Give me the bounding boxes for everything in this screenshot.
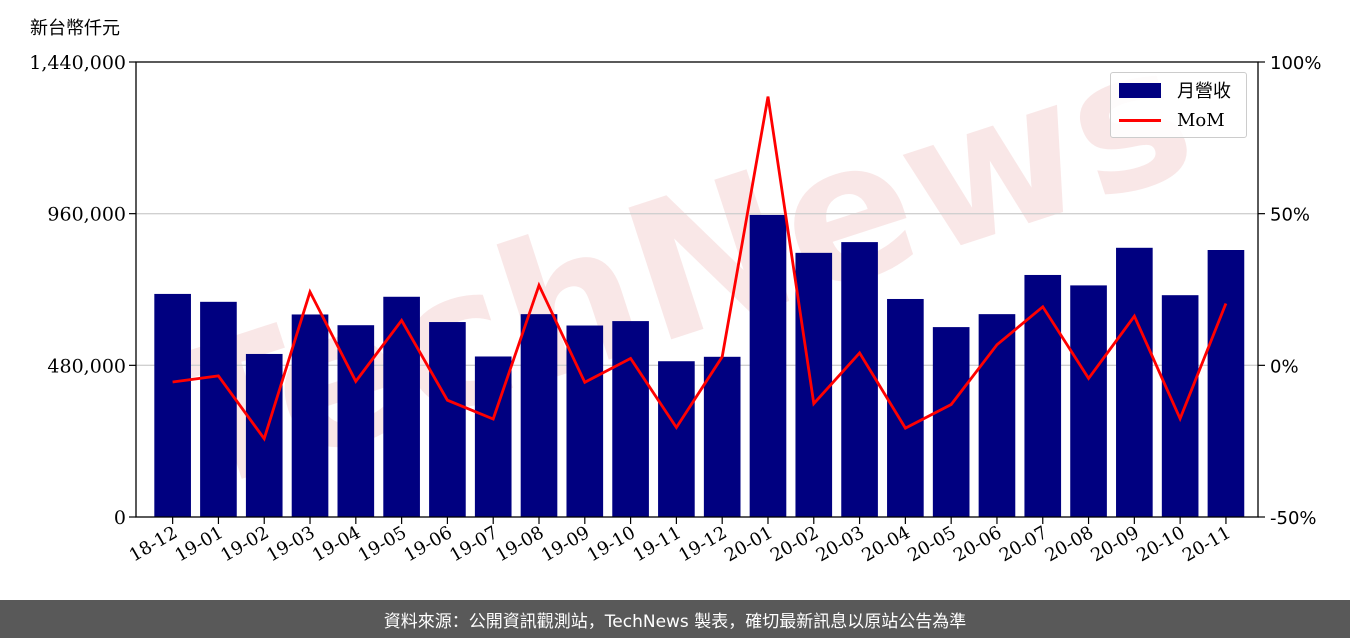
bar-19-11 (658, 361, 695, 517)
right-tick-label: 0% (1270, 356, 1299, 377)
bar-19-06 (429, 322, 466, 517)
bar-19-10 (612, 321, 649, 517)
x-tick-label: 20-04 (858, 522, 913, 566)
bar-20-03 (841, 242, 878, 517)
bar-20-05 (932, 327, 970, 517)
left-tick-label: 960,000 (47, 204, 126, 226)
left-tick-label: 0 (114, 507, 126, 529)
x-tick-label: 19-03 (263, 522, 318, 566)
axes (135, 61, 1259, 518)
x-tick-label: 20-06 (950, 522, 1005, 566)
x-tick-label: 20-10 (1133, 522, 1188, 566)
bars (154, 214, 1245, 518)
legend-item-revenue: 月營收 (1119, 78, 1231, 102)
x-tick-label: 19-07 (446, 522, 501, 566)
plot-frame (135, 61, 1259, 518)
left-tick-label: 480,000 (47, 355, 126, 377)
legend-label-mom: MoM (1177, 109, 1225, 131)
footer-source-note: 資料來源：公開資訊觀測站，TechNews 製表，確切最新訊息以原站公告為準 (0, 600, 1350, 638)
bar-20-09 (1116, 247, 1153, 517)
x-tick-label: 20-09 (1087, 522, 1142, 566)
bar-19-03 (291, 314, 329, 517)
bar-19-05 (383, 296, 420, 517)
legend-swatch-line (1119, 118, 1161, 122)
x-tick-label: 19-05 (355, 522, 410, 566)
bar-20-02 (795, 252, 833, 517)
bar-20-08 (1070, 285, 1107, 517)
x-tick-label: 20-01 (721, 522, 776, 566)
bar-20-10 (1161, 295, 1199, 517)
bar-20-01 (749, 214, 787, 518)
x-tick-label: 20-03 (813, 522, 868, 566)
bar-18-12 (154, 293, 191, 517)
legend: 月營收 MoM (1110, 72, 1247, 138)
x-tick-label: 20-02 (767, 522, 822, 566)
bar-20-07 (1024, 274, 1062, 517)
mom-series-line (172, 96, 1228, 442)
bar-20-06 (978, 314, 1016, 517)
bar-19-08 (520, 314, 558, 517)
legend-label-revenue: 月營收 (1177, 81, 1231, 102)
x-tick-label: 19-12 (675, 522, 730, 566)
legend-item-mom: MoM (1119, 108, 1225, 132)
left-axis-ticks: 0 480,000 960,000 1,440,000 (29, 52, 136, 529)
x-tick-label: 20-07 (996, 522, 1051, 566)
x-tick-label: 19-06 (400, 522, 455, 566)
x-tick-label: 19-09 (538, 522, 593, 566)
left-tick-label: 1,440,000 (29, 52, 126, 74)
bar-19-12 (703, 356, 741, 517)
x-tick-label: 18-12 (126, 522, 181, 566)
x-axis-ticks: 18-1219-0119-0219-0319-0419-0519-0619-07… (126, 517, 1234, 566)
x-tick-label: 20-08 (1042, 522, 1097, 566)
right-tick-label: 50% (1270, 205, 1310, 226)
y-axis-unit-label: 新台幣仟元 (30, 18, 120, 39)
x-tick-label: 19-08 (492, 522, 547, 566)
x-tick-label: 20-11 (1179, 522, 1234, 566)
right-axis-ticks: -50% 0% 50% 100% (1258, 53, 1321, 529)
right-tick-label: -50% (1270, 508, 1317, 529)
x-tick-label: 20-05 (904, 522, 959, 566)
bar-20-11 (1207, 250, 1245, 517)
legend-swatch-bar (1119, 82, 1161, 98)
x-tick-label: 19-10 (584, 522, 639, 566)
bar-19-01 (200, 301, 237, 517)
x-tick-label: 19-01 (171, 522, 226, 566)
right-tick-label: 100% (1270, 53, 1321, 74)
x-tick-label: 19-11 (629, 522, 684, 566)
x-tick-label: 19-04 (309, 522, 364, 566)
mom-line (172, 96, 1228, 442)
